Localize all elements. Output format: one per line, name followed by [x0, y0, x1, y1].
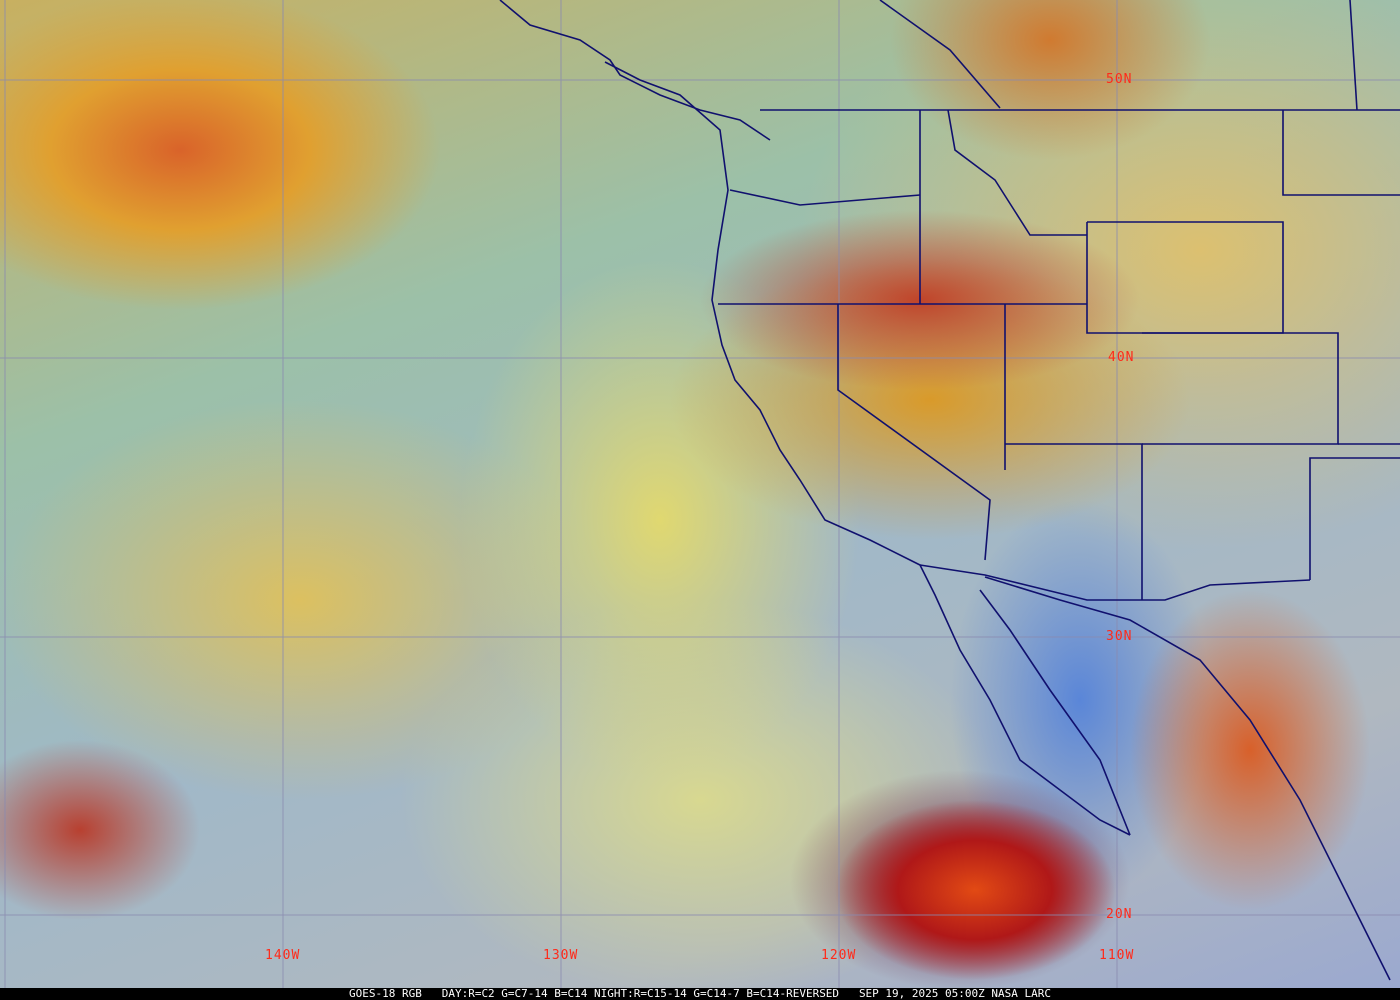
lon-label-140w: 140W — [265, 948, 301, 963]
caption-bar: GOES-18 RGB DAY:R=C2 G=C7-14 B=C14 NIGHT… — [0, 988, 1400, 1000]
caption-product: GOES-18 RGB — [348, 987, 422, 1000]
colorado — [1142, 332, 1339, 445]
lat-label-40n: 40N — [1108, 350, 1135, 365]
texas-border — [1309, 457, 1400, 580]
lat-label-50n: 50N — [1106, 72, 1133, 87]
mexico-mainland-coast — [984, 576, 1391, 981]
ca-nv-border — [837, 304, 991, 561]
lon-label-130w: 130W — [543, 948, 579, 963]
ut-az-border — [1005, 443, 1143, 600]
wyoming — [1086, 221, 1284, 334]
mexico-border — [919, 564, 1311, 601]
lat-label-30n: 30N — [1106, 629, 1133, 644]
lon-label-110w: 110W — [1099, 948, 1135, 963]
wa-or-border — [729, 189, 921, 206]
lon-label-120w: 120W — [821, 948, 857, 963]
coastlines-and-borders — [499, 0, 1400, 981]
lat-label-20n: 20N — [1106, 907, 1133, 922]
gulf-of-california-west — [979, 589, 1131, 836]
montana-east — [1282, 110, 1400, 196]
canada-east-border — [1349, 0, 1358, 111]
caption-timestamp: SEP 19, 2025 05:00Z — [858, 987, 985, 1000]
idaho-montana-border — [947, 109, 1087, 236]
caption-recipe: DAY:R=C2 G=C7-14 B=C14 NIGHT:R=C15-14 G=… — [441, 987, 840, 1000]
canada-border-north — [879, 0, 1001, 109]
caption-credit: NASA LARC — [991, 987, 1052, 1000]
pacific-coastline — [604, 61, 1131, 836]
vancouver-island — [499, 0, 771, 141]
